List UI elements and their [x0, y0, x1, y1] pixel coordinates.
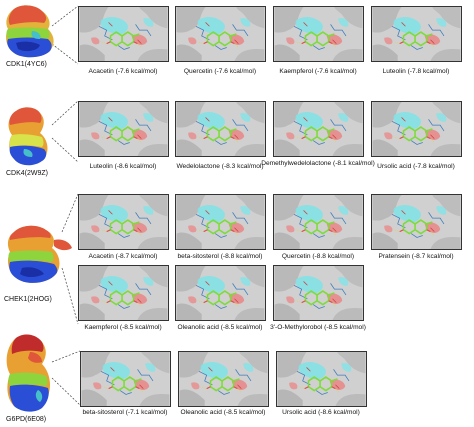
caption-cdk4-wedelolactone: Wedelolactone (-8.3 kcal/mol) — [176, 163, 264, 170]
caption-cdk1-kaempferol: Kaempferol (-7.6 kcal/mol) — [279, 68, 357, 75]
caption-g6pd-ursolic-acid: Ursolic acid (-8.6 kcal/mol) — [282, 409, 360, 416]
protein-surface-chek1 — [4, 224, 76, 286]
caption-cdk4-ursolic-acid: Ursolic acid (-7.8 kcal/mol) — [377, 163, 455, 170]
docking-panel-cdk1-luteolin — [371, 6, 462, 62]
protein-label-cdk4: CDK4(2W9Z) — [6, 170, 49, 177]
docking-panel-cdk1-quercetin — [175, 6, 266, 62]
caption-cdk1-quercetin: Quercetin (-7.6 kcal/mol) — [183, 68, 257, 75]
docking-panel-cdk4-wedelolactone — [175, 101, 266, 157]
docking-panel-cdk4-ursolic-acid — [371, 101, 462, 157]
docking-panel-g6pd-oleanolic-acid — [178, 351, 269, 407]
docking-panel-chek1-pratensein — [371, 194, 462, 250]
caption-chek1-pratensein: Pratensein (-8.7 kcal/mol) — [378, 253, 454, 260]
docking-panel-cdk1-kaempferol — [273, 6, 364, 62]
caption-chek1-oleanolic-acid: Oleanolic acid (-8.5 kcal/mol) — [177, 324, 263, 331]
docking-panel-cdk4-luteolin — [78, 101, 169, 157]
caption-cdk1-acacetin: Acacetin (-7.6 kcal/mol) — [88, 68, 158, 75]
docking-panel-chek1-kaempferol — [78, 265, 169, 321]
docking-panel-g6pd-ursolic-acid — [276, 351, 367, 407]
caption-cdk4-demethylwedelolactone: Demethylwedelolactone (-8.1 kcal/mol) — [258, 160, 378, 168]
docking-panel-chek1-3-o-methylorobol — [273, 265, 364, 321]
caption-g6pd-oleanolic-acid: Oleanolic acid (-8.5 kcal/mol) — [180, 409, 266, 416]
caption-chek1-beta-sitosterol: beta-sitosterol (-8.8 kcal/mol) — [177, 253, 263, 260]
caption-chek1-3-o-methylorobol: 3'-O-Methylorobol (-8.5 kcal/mol) — [270, 324, 366, 331]
docking-panel-chek1-oleanolic-acid — [175, 265, 266, 321]
caption-cdk4-luteolin: Luteolin (-8.6 kcal/mol) — [89, 163, 157, 170]
protein-surface-cdk4 — [4, 105, 54, 167]
protein-surface-cdk1 — [2, 3, 60, 59]
protein-label-g6pd: G6PD(6E08) — [6, 416, 47, 423]
docking-panel-chek1-quercetin — [273, 194, 364, 250]
caption-g6pd-beta-sitosterol: beta-sitosterol (-7.1 kcal/mol) — [82, 409, 168, 416]
protein-label-chek1: CHEK1(2HOG) — [4, 296, 52, 303]
caption-cdk1-luteolin: Luteolin (-7.8 kcal/mol) — [382, 68, 450, 75]
docking-panel-chek1-beta-sitosterol — [175, 194, 266, 250]
docking-panel-g6pd-beta-sitosterol — [80, 351, 171, 407]
protein-label-cdk1: CDK1(4YC6) — [6, 61, 47, 68]
caption-name: Demethylwedelolactone (-8.1 kcal/mol) — [261, 160, 375, 167]
caption-chek1-acacetin: Acacetin (-8.7 kcal/mol) — [88, 253, 158, 260]
docking-panel-chek1-acacetin — [78, 194, 169, 250]
protein-surface-g6pd — [2, 332, 58, 416]
docking-panel-cdk4-demethylwedelolactone — [273, 101, 364, 157]
docking-panel-cdk1-acacetin — [78, 6, 169, 62]
caption-chek1-quercetin: Quercetin (-8.8 kcal/mol) — [281, 253, 355, 260]
caption-chek1-kaempferol: Kaempferol (-8.5 kcal/mol) — [84, 324, 162, 331]
